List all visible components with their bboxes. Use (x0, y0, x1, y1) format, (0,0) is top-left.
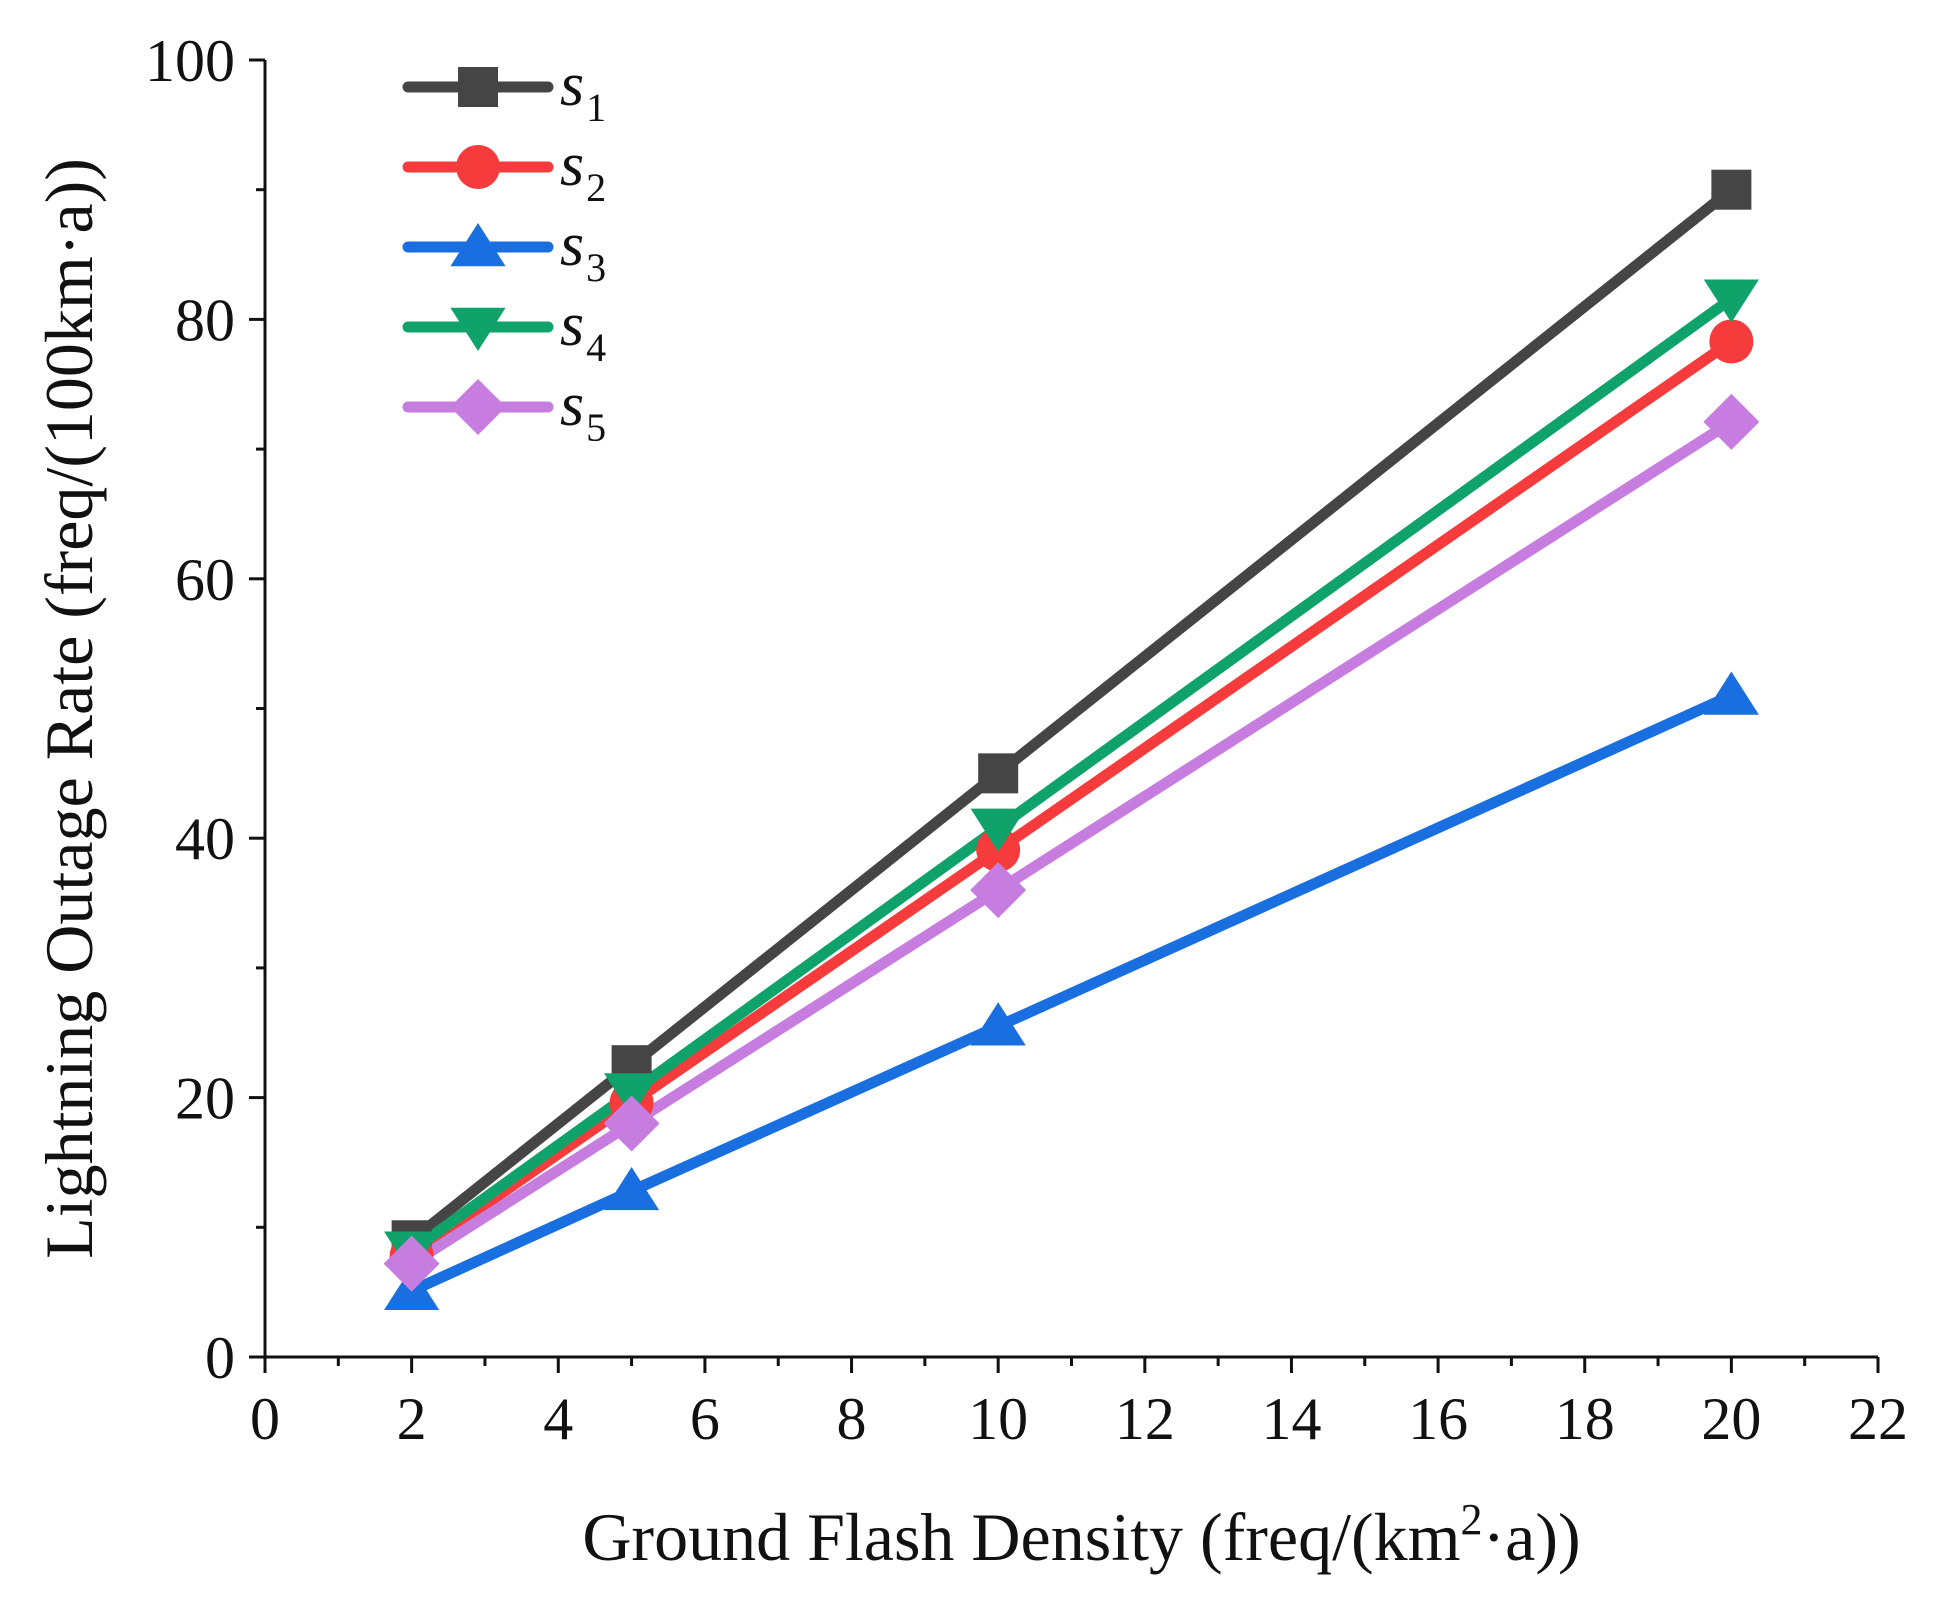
x-tick-label: 20 (1701, 1386, 1761, 1452)
y-tick-label: 20 (175, 1066, 235, 1132)
x-tick-label: 6 (690, 1386, 720, 1452)
x-tick-label: 12 (1115, 1386, 1175, 1452)
legend-label-s5: s5 (560, 371, 606, 450)
y-tick-label: 0 (205, 1325, 235, 1391)
data-point-s3 (970, 1002, 1026, 1046)
legend-label-s4: s4 (560, 291, 606, 370)
data-point-s4 (1703, 279, 1759, 323)
legend-item-s1: s1 (402, 51, 606, 130)
x-tick-label: 16 (1408, 1386, 1468, 1452)
y-tick-label: 40 (175, 806, 235, 872)
legend-item-s4: s4 (402, 291, 606, 370)
x-tick-label: 4 (543, 1386, 573, 1452)
data-point-s5 (970, 862, 1027, 919)
legend-marker-s4 (450, 307, 506, 351)
legend-label-s2: s2 (560, 131, 606, 210)
legend-item-s3: s3 (402, 211, 606, 290)
x-tick-label: 8 (837, 1386, 867, 1452)
x-tick-label: 22 (1848, 1386, 1908, 1452)
data-point-s5 (383, 1235, 440, 1292)
y-axis-title: Lightning Outage Rate (freq/(100km·a)) (31, 158, 107, 1259)
data-point-s5 (1703, 393, 1760, 450)
legend-label-s3: s3 (560, 211, 606, 290)
x-tick-label: 10 (968, 1386, 1028, 1452)
series-line-s4 (406, 293, 1737, 1257)
series-line-s3 (406, 690, 1737, 1297)
series-line-s5 (406, 416, 1737, 1270)
data-point-s3 (603, 1166, 660, 1211)
data-point-s1 (978, 753, 1019, 794)
x-tick-label: 18 (1555, 1386, 1615, 1452)
legend-marker-s5 (450, 379, 506, 435)
legend-item-s2: s2 (402, 131, 606, 210)
y-tick-label: 80 (175, 287, 235, 353)
legend-label-s1: s1 (560, 51, 606, 130)
y-tick-label: 60 (175, 547, 235, 613)
data-point-s2 (1709, 319, 1754, 364)
data-point-s1 (1711, 169, 1752, 210)
x-tick-label: 2 (397, 1386, 427, 1452)
y-tick-label: 100 (145, 28, 235, 94)
series-line-s2 (406, 335, 1737, 1262)
legend-marker-s3 (450, 223, 506, 267)
data-point-s4 (970, 808, 1026, 852)
legend-item-s5: s5 (402, 371, 606, 450)
data-point-s3 (1703, 671, 1759, 715)
x-axis-title: Ground Flash Density (freq/(km2·a)) (582, 1495, 1580, 1575)
x-tick-label: 14 (1261, 1386, 1321, 1452)
data-point-s4 (603, 1073, 660, 1117)
x-tick-label: 0 (250, 1386, 280, 1452)
legend-marker-s2 (456, 145, 500, 189)
series-line-s1 (406, 184, 1737, 1246)
legend-marker-s1 (458, 67, 498, 107)
data-point-s5 (603, 1095, 660, 1152)
